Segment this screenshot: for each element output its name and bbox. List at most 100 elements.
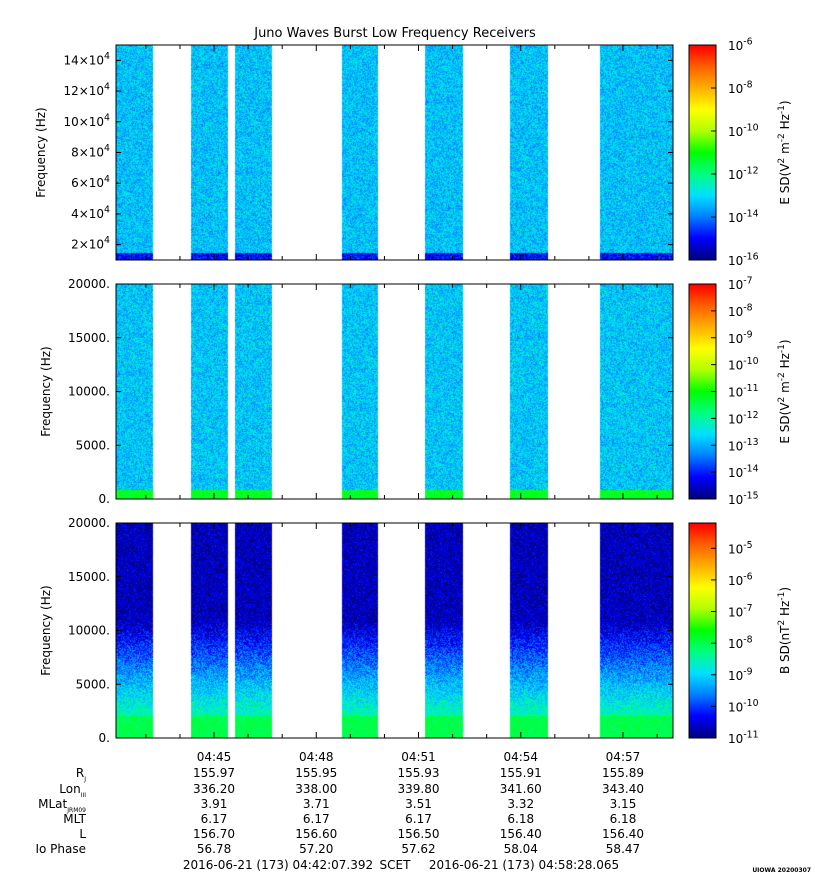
ephemeris-value: 6.18: [507, 812, 534, 826]
ephemeris-value: 155.93: [398, 766, 440, 780]
ephemeris-value: 56.78: [197, 842, 231, 856]
y-tick-label: 15000.: [68, 331, 110, 345]
y-tick-label: 8×104: [71, 143, 110, 159]
colorbar-label: E SD(V2 m-2 Hz-1): [777, 339, 792, 443]
colorbar-tick-label: 10-14: [728, 209, 759, 225]
ephemeris-value: 156.70: [193, 827, 235, 841]
ephemeris-value: 6.17: [201, 812, 228, 826]
spectrogram-raster-1: [116, 45, 673, 260]
spectrogram-raster-3: [116, 523, 673, 738]
ephemeris-value: 156.40: [602, 827, 644, 841]
ephemeris-value: 341.60: [500, 782, 542, 796]
time-tick-label: 04:54: [503, 750, 538, 764]
colorbar-frame-3: [688, 522, 717, 739]
ephemeris-value: 155.95: [295, 766, 337, 780]
chart-title: Juno Waves Burst Low Frequency Receivers: [253, 26, 536, 41]
colorbar-tick-label: 10-6: [728, 37, 753, 53]
ephemeris-row-label: L: [79, 827, 86, 841]
colorbar-tick-label: 10-16: [728, 252, 759, 268]
colorbar-1: [689, 45, 716, 260]
y-tick-label: 10000.: [68, 385, 110, 399]
ephemeris-value: 336.20: [193, 782, 235, 796]
ephemeris-row-label: MLT: [63, 812, 86, 826]
colorbar-tick-label: 10-9: [728, 666, 753, 682]
y-tick-label: 4×104: [71, 205, 110, 221]
colorbar-tick-label: 10-7: [728, 276, 753, 292]
y-tick-label: 0.: [99, 492, 110, 506]
colorbar-tick-label: 10-10: [728, 698, 759, 714]
ephemeris-value: 156.50: [398, 827, 440, 841]
y-tick-label: 0.: [99, 731, 110, 745]
ephemeris-value: 57.62: [401, 842, 435, 856]
y-tick-label: 20000.: [68, 277, 110, 291]
colorbar-tick-label: 10-12: [728, 166, 759, 182]
y-tick-label: 20000.: [68, 516, 110, 530]
ephemeris-value: 155.91: [500, 766, 542, 780]
y-tick-label: 10×104: [63, 112, 110, 128]
footer-end-time: 2016-06-21 (173) 04:58:28.065: [429, 858, 619, 872]
ephemeris-value: 57.20: [299, 842, 333, 856]
colorbar-label: B SD(nT2 Hz-1): [777, 587, 792, 674]
ephemeris-value: 3.15: [610, 797, 637, 811]
y-tick-label: 14×104: [63, 51, 110, 67]
footer-stamp: UIOWA 20200307: [752, 867, 811, 874]
spectrogram-panel-3: 0. 5000. 10000. 15000. 20000. Frequency (Hz) 1…: [39, 516, 792, 746]
ephemeris-value: 6.17: [405, 812, 432, 826]
colorbar-label: E SD(V2 m-2 Hz-1): [777, 100, 792, 204]
colorbar-tick-label: 10-12: [728, 410, 759, 426]
colorbar-tick-label: 10-15: [728, 491, 759, 507]
colorbar-tick-label: 10-6: [728, 572, 753, 588]
time-tick-label: 04:48: [299, 750, 334, 764]
colorbar-tick-label: 10-8: [728, 80, 753, 96]
time-tick-label: 04:45: [197, 750, 232, 764]
colorbar-frame-1: [688, 44, 717, 261]
y-tick-label: 15000.: [68, 570, 110, 584]
ephemeris-value: 3.51: [405, 797, 432, 811]
spectrogram-panels: 2×104 4×104 6×104 8×104 10×104 12×104 14×104 Fr…: [34, 37, 792, 746]
colorbar-tick-label: 10-5: [728, 540, 753, 556]
ephemeris-value: 3.91: [201, 797, 228, 811]
colorbar-tick-label: 10-11: [728, 383, 759, 399]
y-tick-label: 6×104: [71, 174, 110, 190]
footer-start-time: 2016-06-21 (173) 04:42:07.392: [183, 858, 373, 872]
colorbar-tick-label: 10-10: [728, 123, 759, 139]
spectrogram-panel-1: 2×104 4×104 6×104 8×104 10×104 12×104 14×104 Fr…: [34, 37, 792, 268]
colorbar-tick-label: 10-8: [728, 302, 753, 318]
ephemeris-value: 155.97: [193, 766, 235, 780]
ephemeris-value: 58.04: [504, 842, 538, 856]
spectrogram-raster-2: [116, 284, 673, 499]
colorbar-tick-label: 10-13: [728, 437, 759, 453]
ephemeris-row-label: LonIII: [59, 782, 86, 799]
colorbar-3: [689, 523, 716, 738]
ephemeris-value: 343.40: [602, 782, 644, 796]
ephemeris-value: 155.89: [602, 766, 644, 780]
ephemeris-value: 3.71: [303, 797, 330, 811]
y-tick-label: 5000.: [76, 677, 110, 691]
ephemeris-table: 04:45155.97336.203.916.17156.7056.7804:4…: [35, 750, 644, 856]
y-tick-label: 12×104: [63, 82, 110, 98]
y-axis-label: Frequency (Hz): [39, 346, 53, 437]
y-tick-label: 5000.: [76, 438, 110, 452]
colorbar-tick-label: 10-14: [728, 464, 759, 480]
y-tick-label: 10000.: [68, 624, 110, 638]
ephemeris-value: 6.18: [610, 812, 637, 826]
ephemeris-value: 339.80: [398, 782, 440, 796]
y-axis-label: Frequency (Hz): [39, 585, 53, 676]
colorbar-tick-label: 10-7: [728, 603, 753, 619]
ephemeris-value: 3.32: [507, 797, 534, 811]
ephemeris-value: 338.00: [295, 782, 337, 796]
ephemeris-value: 58.47: [606, 842, 640, 856]
y-axis-label: Frequency (Hz): [34, 107, 48, 198]
y-tick-label: 2×104: [71, 235, 110, 251]
ephemeris-value: 156.40: [500, 827, 542, 841]
time-tick-label: 04:51: [401, 750, 436, 764]
time-tick-label: 04:57: [606, 750, 641, 764]
colorbar-tick-label: 10-11: [728, 730, 759, 746]
spectrogram-panel-2: 0. 5000. 10000. 15000. 20000. Frequency (Hz) 1…: [39, 276, 792, 507]
ephemeris-value: 6.17: [303, 812, 330, 826]
colorbar-tick-label: 10-8: [728, 635, 753, 651]
footer-scet-label: SCET: [380, 858, 412, 872]
ephemeris-row-label: Io Phase: [35, 842, 86, 856]
colorbar-tick-label: 10-9: [728, 329, 753, 345]
